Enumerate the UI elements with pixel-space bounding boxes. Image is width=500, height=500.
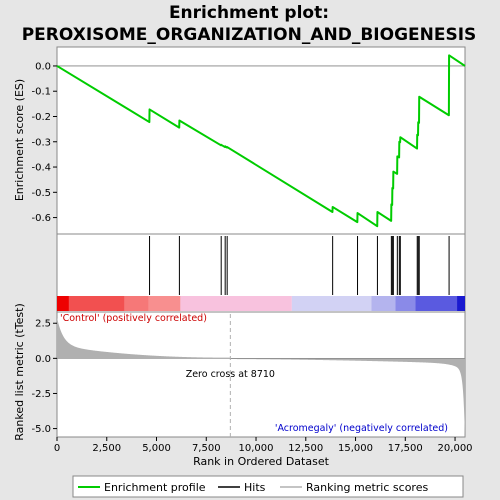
negative-correlation-label: 'Acromegaly' (negatively correlated) [275, 423, 448, 434]
hits-panel [56, 233, 466, 313]
band-segment [68, 296, 125, 311]
band-segment [395, 296, 416, 311]
legend-profile-label: Enrichment profile [104, 481, 206, 494]
x-tick-label: 7,500 [192, 443, 221, 454]
x-tick-label: 12,500 [288, 443, 323, 454]
x-axis-ticks: 0 2,500 5,000 7,500 10,000 12,500 15,000 17,500… [54, 437, 473, 454]
es-tick-label: -0.5 [31, 188, 51, 199]
es-axis-label: Enrichment score (ES) [13, 79, 26, 201]
x-tick-label: 2,500 [92, 443, 121, 454]
metric-panel: Zero cross at 8710 'Control' (positively… [13, 303, 466, 441]
enrichment-profile-line [56, 54, 466, 228]
es-tick-label: 0.0 [35, 61, 51, 72]
band-segment [457, 296, 465, 311]
legend-metric-label: Ranking metric scores [306, 481, 428, 494]
metric-panel-frame [56, 311, 466, 438]
ranking-color-band [57, 296, 465, 311]
x-tick-label: 5,000 [142, 443, 171, 454]
es-tick-label: -0.3 [31, 137, 51, 148]
zero-cross-label: Zero cross at 8710 [186, 369, 275, 380]
chart-title-line2: PEROXISOME_ORGANIZATION_AND_BIOGENESIS [22, 25, 477, 45]
x-tick-label: 20,000 [438, 443, 473, 454]
metric-y-ticks: 2.5 0.0 -2.5 -5.0 [31, 319, 57, 435]
es-tick-label: -0.6 [31, 213, 51, 224]
band-segment [57, 296, 69, 311]
es-panel-frame [56, 46, 466, 235]
metric-axis-label: Ranked list metric (tTest) [13, 303, 26, 440]
metric-tick-label: 2.5 [35, 319, 51, 330]
band-segment [371, 296, 396, 311]
es-tick-label: -0.2 [31, 112, 51, 123]
band-segment [415, 296, 458, 311]
legend-box [72, 475, 464, 498]
es-tick-label: -0.4 [31, 163, 51, 174]
es-panel: 0.0 -0.1 -0.2 -0.3 -0.4 -0.5 -0.6 Enrichment s… [13, 46, 466, 235]
metric-tick-label: 0.0 [35, 354, 51, 365]
x-axis-label: Rank in Ordered Dataset [193, 455, 330, 468]
band-segment [148, 296, 181, 311]
chart-title-line1: Enrichment plot: [169, 3, 329, 23]
band-segment [124, 296, 149, 311]
legend-hits-label: Hits [244, 481, 266, 494]
legend: Enrichment profile Hits Ranking metric s… [72, 475, 464, 498]
x-tick-label: 15,000 [338, 443, 373, 454]
hit-lines [149, 236, 450, 295]
es-y-ticks: 0.0 -0.1 -0.2 -0.3 -0.4 -0.5 -0.6 [31, 61, 57, 224]
x-tick-label: 0 [54, 443, 60, 454]
x-tick-label: 10,000 [239, 443, 274, 454]
band-segment [180, 296, 292, 311]
positive-correlation-label: 'Control' (positively correlated) [60, 313, 207, 324]
band-segment [291, 296, 372, 311]
metric-tick-label: -5.0 [31, 424, 51, 435]
metric-tick-label: -2.5 [31, 389, 51, 400]
x-tick-label: 17,500 [388, 443, 423, 454]
es-tick-label: -0.1 [31, 87, 51, 98]
